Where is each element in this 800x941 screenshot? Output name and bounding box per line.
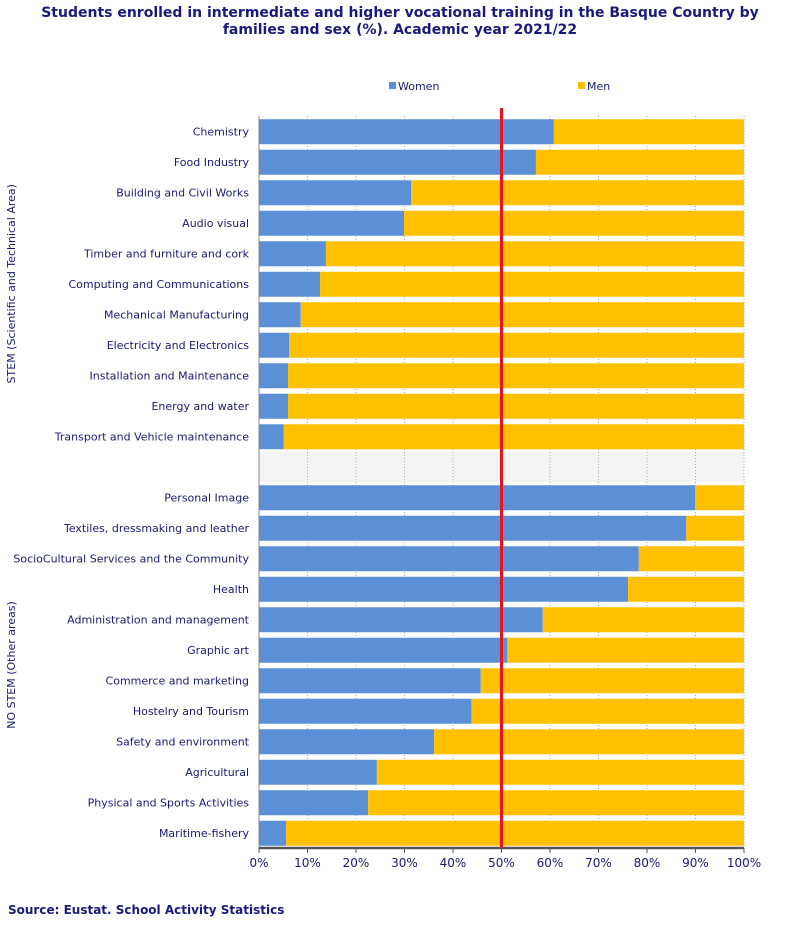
x-tick-label: 60% xyxy=(537,856,564,870)
legend-swatch-women xyxy=(389,82,396,89)
bar-women xyxy=(259,393,289,419)
bar-men xyxy=(404,210,744,236)
source-note: Source: Eustat. School Activity Statisti… xyxy=(8,903,285,917)
x-tick-label: 0% xyxy=(249,856,268,870)
x-tick-label: 50% xyxy=(488,856,515,870)
bar-men xyxy=(695,485,744,511)
category-label: Transport and Vehicle maintenance xyxy=(54,430,249,443)
bar-men xyxy=(283,424,744,450)
bar-women xyxy=(259,576,629,602)
bar-women xyxy=(259,302,301,328)
legend-swatch-men xyxy=(578,82,585,89)
chart-title-line-1: Students enrolled in intermediate and hi… xyxy=(41,5,759,21)
bar-men xyxy=(638,546,744,572)
bar-men xyxy=(300,302,744,328)
bar-men xyxy=(325,241,744,267)
bar-women xyxy=(259,515,687,541)
bar-men xyxy=(553,119,744,145)
category-label: Textiles, dressmaking and leather xyxy=(63,522,249,535)
category-label: Graphic art xyxy=(187,644,250,657)
category-label: Timber and furniture and cork xyxy=(83,247,250,260)
bar-men xyxy=(535,149,744,175)
category-label: Audio visual xyxy=(182,217,249,230)
category-label: Safety and environment xyxy=(116,735,250,748)
x-tick-label: 70% xyxy=(585,856,612,870)
category-label: Electricity and Electronics xyxy=(107,339,250,352)
category-label: Mechanical Manufacturing xyxy=(104,308,249,321)
bar-women xyxy=(259,729,435,755)
category-label: Administration and management xyxy=(67,613,250,626)
x-tick-label: 40% xyxy=(440,856,467,870)
category-label: Agricultural xyxy=(185,766,249,779)
group-axis-label: NO STEM (Other areas) xyxy=(5,601,18,729)
bar-men xyxy=(288,363,744,389)
bar-women xyxy=(259,637,508,663)
bar-women xyxy=(259,149,536,175)
category-label: Health xyxy=(213,583,249,596)
bar-men xyxy=(686,515,744,541)
category-label: Energy and water xyxy=(151,400,249,413)
category-label: Maritime-fishery xyxy=(159,827,250,840)
bar-men xyxy=(507,637,744,663)
category-label: Personal Image xyxy=(164,491,249,504)
bar-women xyxy=(259,210,405,236)
category-label: Hostelry and Tourism xyxy=(133,705,249,718)
bar-women xyxy=(259,485,696,511)
bar-men xyxy=(434,729,744,755)
bar-men xyxy=(320,271,744,297)
x-tick-label: 30% xyxy=(391,856,418,870)
bar-women xyxy=(259,668,481,694)
bar-women xyxy=(259,363,289,389)
bar-women xyxy=(259,271,321,297)
bar-men xyxy=(471,698,744,724)
bar-men xyxy=(376,759,744,785)
bar-women xyxy=(259,546,639,572)
bar-men xyxy=(542,607,744,633)
category-label: Physical and Sports Activities xyxy=(88,796,250,809)
category-label: Installation and Maintenance xyxy=(90,369,250,382)
x-tick-label: 90% xyxy=(682,856,709,870)
chart-title: Students enrolled in intermediate and hi… xyxy=(0,5,800,39)
bar-women xyxy=(259,698,472,724)
chart-title-line-2: families and sex (%). Academic year 2021… xyxy=(222,22,578,38)
bar-men xyxy=(480,668,744,694)
bar-women xyxy=(259,332,290,358)
bar-women xyxy=(259,119,554,145)
bar-men xyxy=(288,393,744,419)
bar-men xyxy=(628,576,744,602)
x-tick-label: 10% xyxy=(294,856,321,870)
bar-men xyxy=(286,820,744,846)
legend-label-women: Women xyxy=(398,80,439,93)
category-label: Building and Civil Works xyxy=(116,186,249,199)
bar-women xyxy=(259,607,543,633)
x-tick-label: 80% xyxy=(634,856,661,870)
category-label: Commerce and marketing xyxy=(106,674,249,687)
bar-women xyxy=(259,180,412,206)
bar-men xyxy=(289,332,744,358)
bar-women xyxy=(259,424,284,450)
x-tick-label: 100% xyxy=(727,856,761,870)
legend-label-men: Men xyxy=(587,80,610,93)
bar-women xyxy=(259,241,326,267)
category-label: Chemistry xyxy=(193,125,250,138)
bar-women xyxy=(259,820,287,846)
group-axis-label: STEM (Scientific and Technical Area) xyxy=(5,184,18,383)
bar-men xyxy=(411,180,744,206)
x-tick-label: 20% xyxy=(343,856,370,870)
bar-men xyxy=(368,790,744,816)
category-label: Computing and Communications xyxy=(68,278,249,291)
category-label: SocioCultural Services and the Community xyxy=(13,552,249,565)
category-label: Food Industry xyxy=(174,156,250,169)
bar-women xyxy=(259,759,377,785)
bar-women xyxy=(259,790,369,816)
